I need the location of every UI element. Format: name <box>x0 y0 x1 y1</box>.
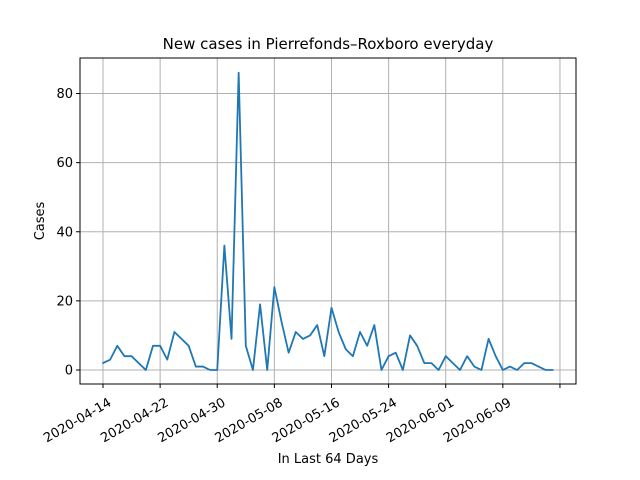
series-group <box>102 71 554 371</box>
gridlines <box>80 58 576 384</box>
y-tick-label: 40 <box>56 225 73 240</box>
plot-frame <box>79 57 577 385</box>
y-tick-label: 60 <box>56 156 73 171</box>
y-tick-label: 20 <box>56 294 73 309</box>
chart-title: New cases in Pierrefonds–Roxboro everyda… <box>163 35 494 53</box>
y-tick-label: 0 <box>65 364 73 379</box>
x-axis-label: In Last 64 Days <box>278 452 379 467</box>
y-axis-label: Cases <box>33 201 48 240</box>
series-line <box>102 71 554 371</box>
y-tick-label: 80 <box>56 87 73 102</box>
